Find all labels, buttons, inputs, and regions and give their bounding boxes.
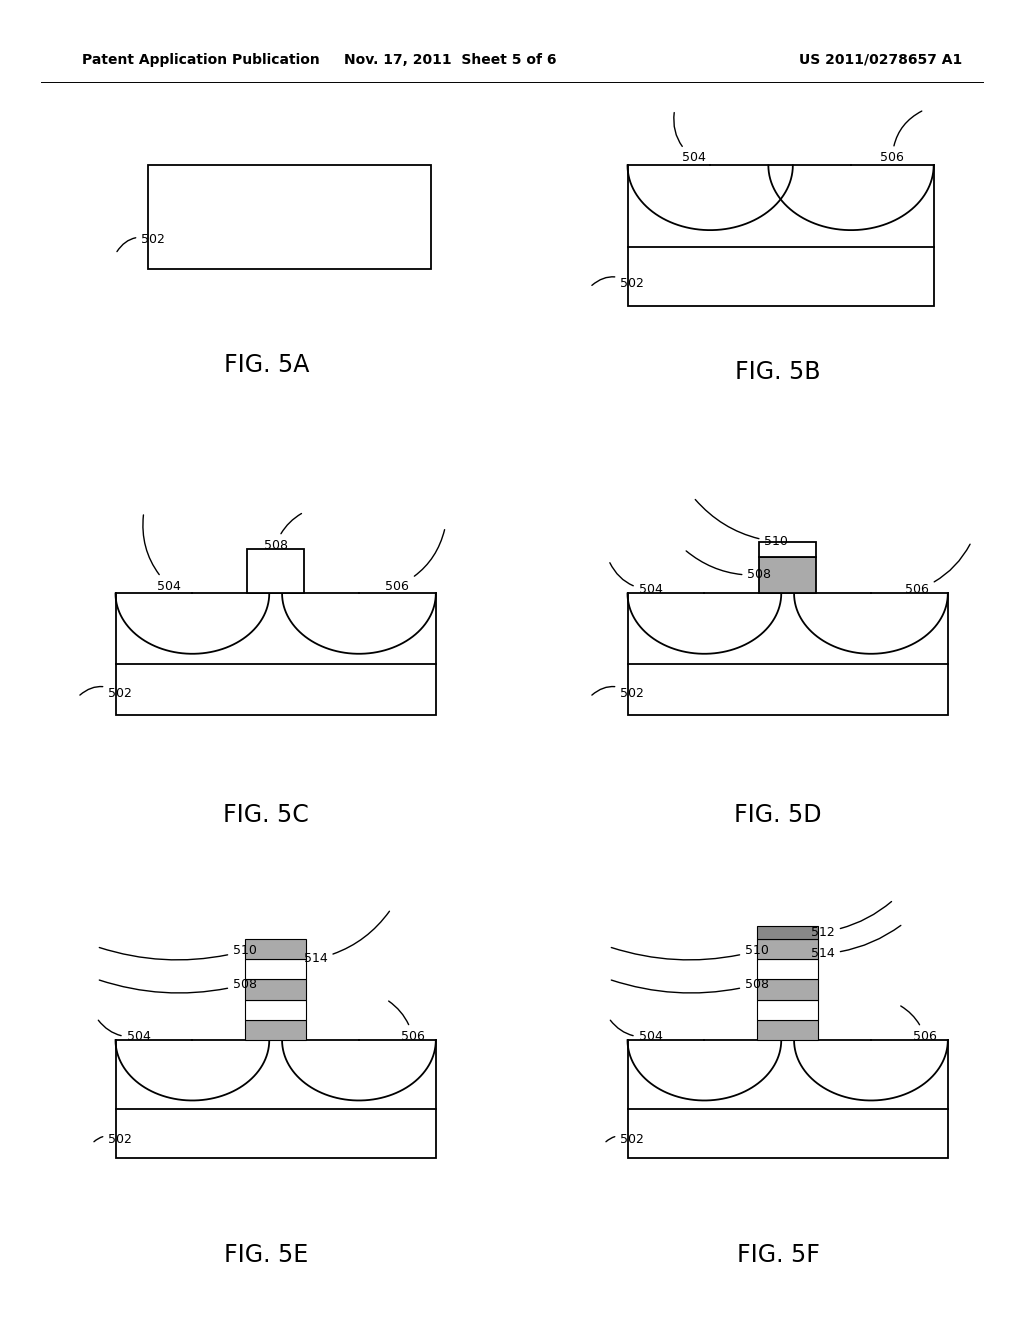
Bar xyxy=(757,958,818,979)
Text: 514: 514 xyxy=(811,925,901,960)
Text: 504: 504 xyxy=(610,562,663,597)
Text: 506: 506 xyxy=(389,1001,425,1043)
Text: 514: 514 xyxy=(304,911,389,965)
Bar xyxy=(760,541,816,557)
Text: 502: 502 xyxy=(94,1134,132,1147)
Bar xyxy=(757,999,818,1020)
Text: 508: 508 xyxy=(611,978,769,993)
Text: 502: 502 xyxy=(117,232,165,252)
Text: 504: 504 xyxy=(610,1020,663,1043)
Text: FIG. 5E: FIG. 5E xyxy=(224,1242,308,1266)
Text: 508: 508 xyxy=(99,978,257,993)
Bar xyxy=(628,247,934,306)
Bar xyxy=(148,165,431,269)
Bar xyxy=(628,1109,948,1159)
Text: Nov. 17, 2011  Sheet 5 of 6: Nov. 17, 2011 Sheet 5 of 6 xyxy=(344,53,557,67)
Bar xyxy=(757,939,818,958)
Text: 510: 510 xyxy=(99,944,257,960)
Text: 512: 512 xyxy=(811,902,892,939)
Text: FIG. 5C: FIG. 5C xyxy=(223,804,309,828)
Text: 504: 504 xyxy=(98,1020,151,1043)
Text: Patent Application Publication: Patent Application Publication xyxy=(82,53,319,67)
Text: 506: 506 xyxy=(385,529,444,593)
Bar xyxy=(116,664,436,715)
Text: US 2011/0278657 A1: US 2011/0278657 A1 xyxy=(800,53,963,67)
Bar xyxy=(116,1109,436,1159)
Bar xyxy=(628,664,948,715)
Text: 502: 502 xyxy=(592,277,644,290)
Text: 506: 506 xyxy=(901,1006,937,1043)
Text: 502: 502 xyxy=(80,686,132,700)
Text: FIG. 5F: FIG. 5F xyxy=(737,1242,819,1266)
Bar xyxy=(245,999,306,1020)
Bar xyxy=(245,1020,306,1040)
Bar xyxy=(245,958,306,979)
Text: 508: 508 xyxy=(263,513,301,552)
Bar xyxy=(757,979,818,999)
Text: 504: 504 xyxy=(143,515,181,593)
Bar xyxy=(245,939,306,958)
Bar xyxy=(760,557,816,594)
Text: 502: 502 xyxy=(592,686,644,700)
Text: 510: 510 xyxy=(611,944,769,960)
Text: 504: 504 xyxy=(674,112,706,165)
Bar xyxy=(248,549,304,594)
Text: FIG. 5D: FIG. 5D xyxy=(734,804,822,828)
Bar xyxy=(757,1020,818,1040)
Text: 506: 506 xyxy=(905,544,970,597)
Text: FIG. 5A: FIG. 5A xyxy=(223,352,309,376)
Bar xyxy=(757,925,818,939)
Bar xyxy=(245,979,306,999)
Text: 502: 502 xyxy=(606,1134,644,1147)
Text: 506: 506 xyxy=(881,111,922,165)
Text: FIG. 5B: FIG. 5B xyxy=(735,360,821,384)
Text: 508: 508 xyxy=(686,550,771,582)
Text: 510: 510 xyxy=(695,499,788,548)
